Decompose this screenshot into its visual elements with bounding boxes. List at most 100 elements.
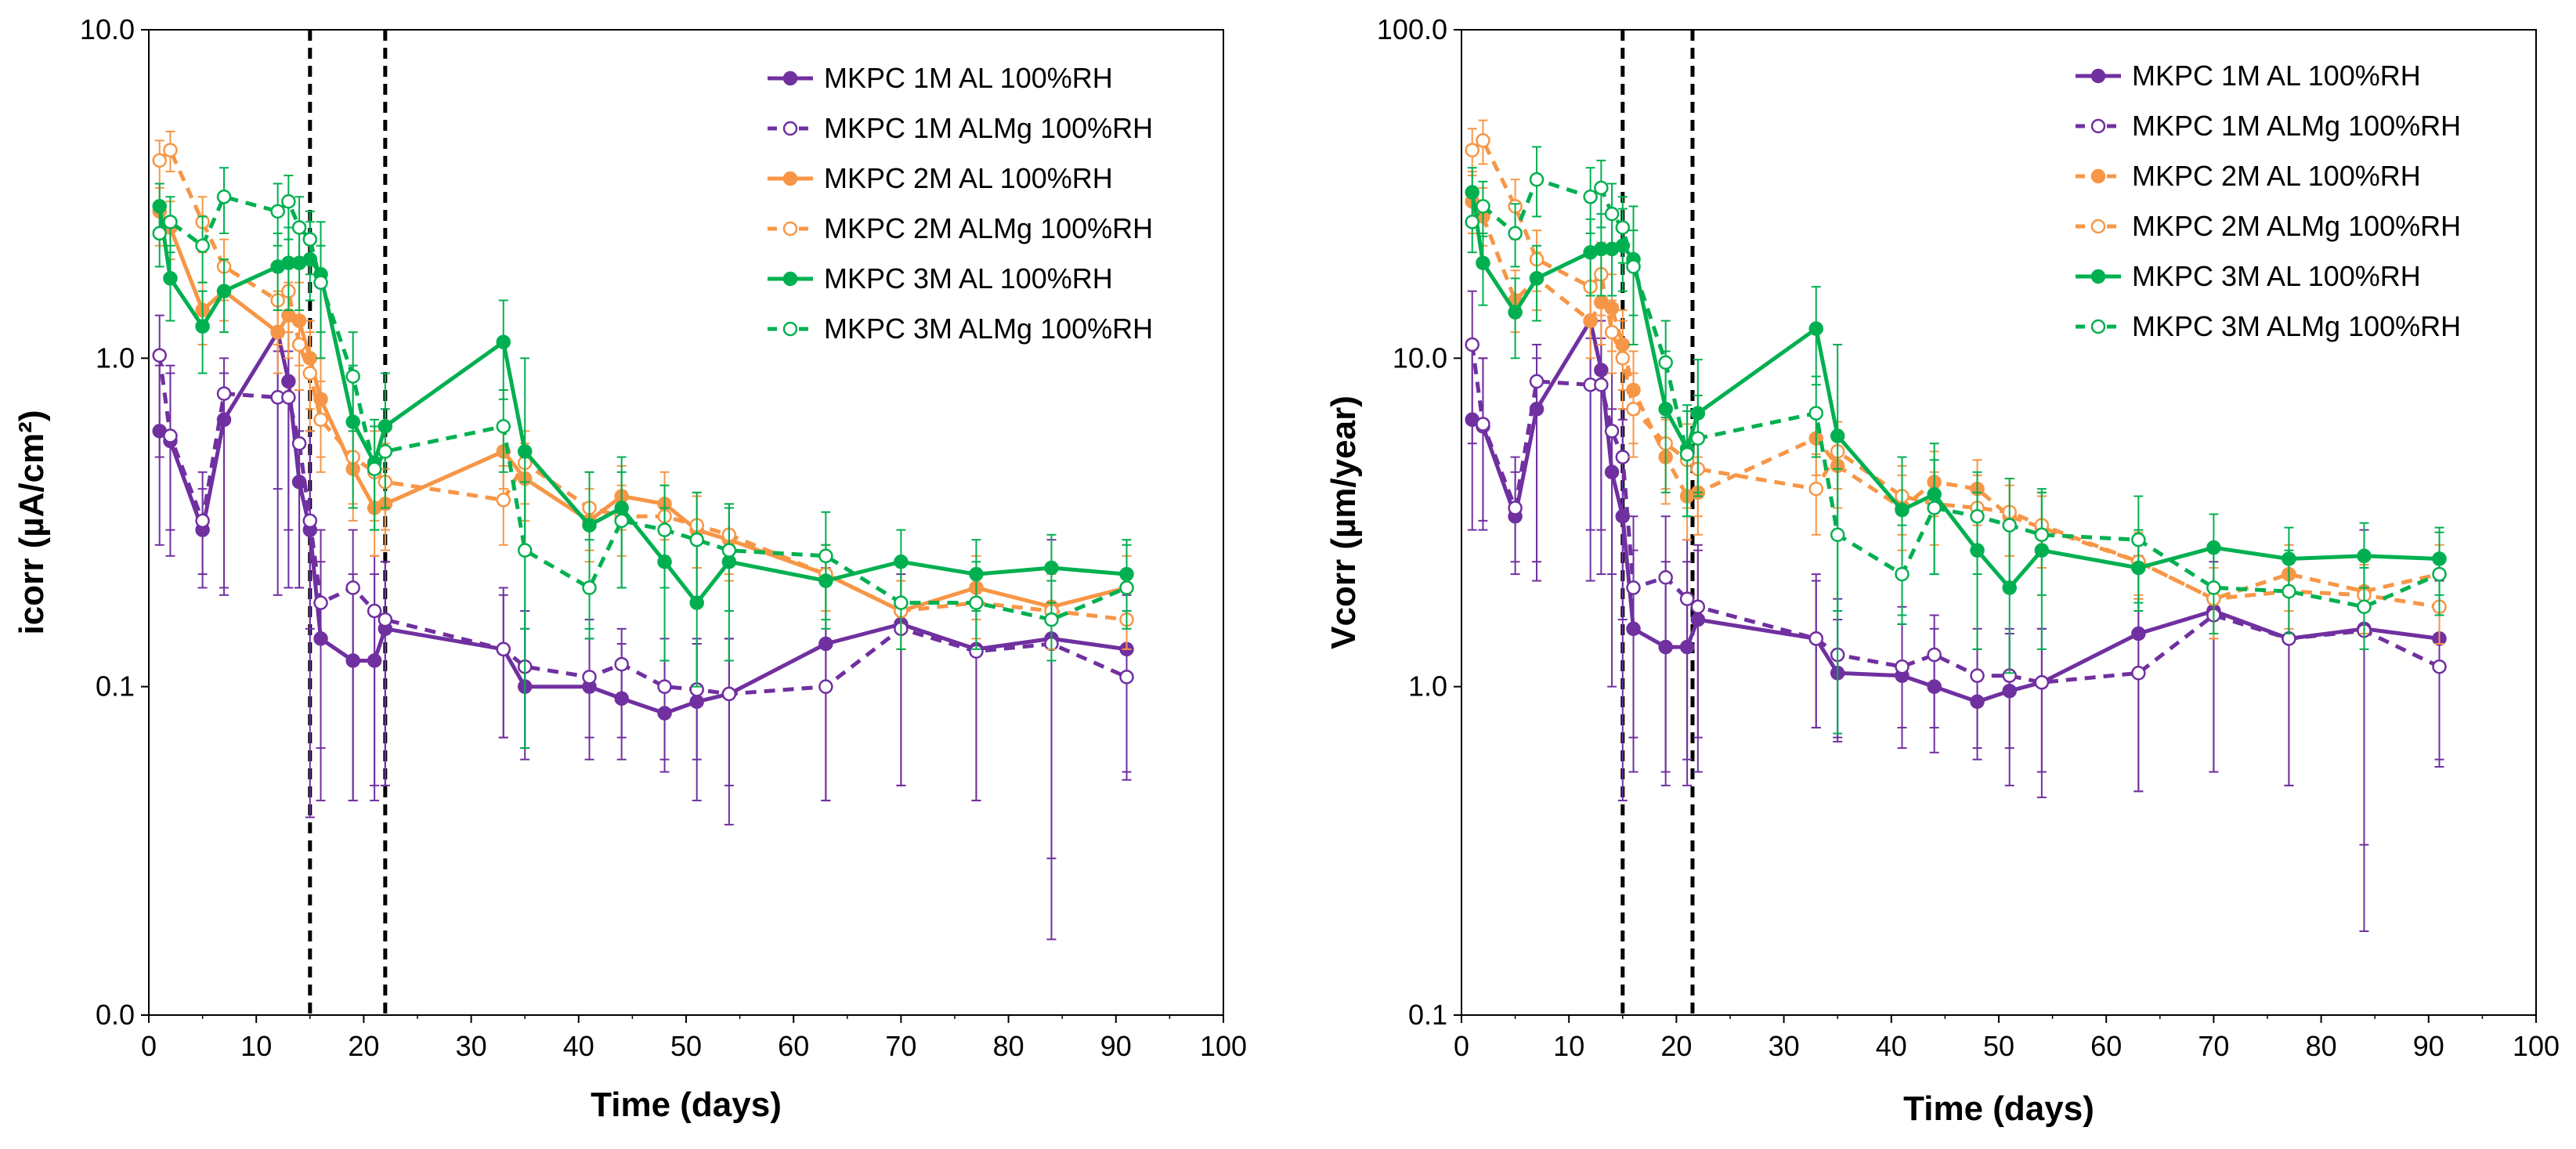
data-point xyxy=(1690,599,1706,615)
data-point xyxy=(216,284,232,298)
data-point xyxy=(163,143,178,157)
series-line xyxy=(1470,200,2441,602)
data-point xyxy=(1465,143,1479,157)
x-tick-label: 50 xyxy=(1983,1030,2014,1062)
data-point xyxy=(2357,548,2372,564)
x-tick-label: 20 xyxy=(348,1030,379,1062)
data-point xyxy=(195,319,210,334)
x-tick-label: 50 xyxy=(670,1030,702,1062)
legend-label: MKPC 2M AL 100%RH xyxy=(2132,160,2421,192)
legend-label: MKPC 2M AL 100%RH xyxy=(824,162,1113,194)
data-point xyxy=(270,204,285,219)
x-axis-title: Time (days) xyxy=(591,1086,782,1124)
data-point xyxy=(1044,560,1059,576)
data-point xyxy=(1529,271,1545,286)
data-point xyxy=(721,686,737,702)
data-point xyxy=(2432,659,2447,674)
data-point xyxy=(152,153,167,168)
x-tick-label: 30 xyxy=(1769,1030,1800,1062)
data-point xyxy=(291,337,307,352)
x-tick-label: 70 xyxy=(2198,1030,2229,1062)
data-point xyxy=(345,580,360,595)
y-tick-label: 0.0 xyxy=(96,999,135,1031)
data-point xyxy=(689,532,704,547)
data-point xyxy=(1690,431,1706,446)
y-tick-label: 0.1 xyxy=(96,670,135,703)
data-point xyxy=(313,595,328,610)
x-tick-label: 40 xyxy=(563,1030,594,1062)
data-point xyxy=(1529,374,1545,389)
data-point xyxy=(1119,670,1134,685)
y-axis-title: Vcorr (µm/year) xyxy=(1324,396,1363,649)
data-point xyxy=(1679,591,1695,606)
data-point xyxy=(1658,355,1673,370)
data-point xyxy=(2034,675,2050,690)
y-axis-title: icorr (µA/cm²) xyxy=(13,410,51,635)
data-point xyxy=(1830,428,1845,443)
legend-swatch-marker xyxy=(782,271,798,287)
x-tick-label: 90 xyxy=(1100,1030,1132,1062)
legend-swatch-marker xyxy=(2090,269,2106,284)
x-tick-label: 60 xyxy=(2090,1030,2122,1062)
data-point xyxy=(1604,324,1620,340)
series-line xyxy=(158,330,1127,716)
data-point xyxy=(302,232,318,247)
y-tick-label: 10.0 xyxy=(80,13,135,45)
data-point xyxy=(517,444,533,459)
series-line xyxy=(157,194,1128,622)
legend-swatch-marker xyxy=(782,171,798,186)
data-point xyxy=(1626,580,1641,595)
series-5 xyxy=(152,167,1134,662)
y-tick-label: 10.0 xyxy=(1393,341,1447,374)
data-point xyxy=(378,444,393,459)
series-line xyxy=(1471,319,2440,704)
data-point xyxy=(1808,321,1824,336)
data-point xyxy=(302,366,318,381)
data-point xyxy=(1508,305,1523,320)
y-tick-label: 1.0 xyxy=(96,341,135,374)
data-point xyxy=(1476,199,1490,214)
data-point xyxy=(2357,599,2372,615)
legend-swatch-marker xyxy=(2090,68,2106,84)
legend-swatch-marker xyxy=(782,121,798,136)
series-line xyxy=(1471,138,2440,609)
data-point xyxy=(2034,527,2050,543)
data-point xyxy=(195,513,210,529)
series-1 xyxy=(152,314,1134,859)
data-point xyxy=(1529,172,1545,187)
data-point xyxy=(313,412,328,428)
series-0 xyxy=(1465,290,2447,932)
x-axis-title: Time (days) xyxy=(1903,1089,2094,1128)
data-point xyxy=(1604,206,1620,222)
x-tick-label: 100 xyxy=(2513,1030,2560,1062)
y-tick-label: 1.0 xyxy=(1408,670,1447,703)
data-point xyxy=(1615,220,1631,235)
data-point xyxy=(1830,527,1845,543)
x-tick-label: 60 xyxy=(778,1030,809,1062)
legend-label: MKPC 2M ALMg 100%RH xyxy=(2132,210,2461,242)
data-point xyxy=(302,513,318,529)
legend: MKPC 1M AL 100%RH MKPC 1M ALMg 100%RH MKPC… xyxy=(2076,60,2461,342)
legend-swatch-marker xyxy=(2090,168,2106,184)
series-5 xyxy=(1465,146,2447,650)
data-point xyxy=(216,190,232,204)
data-point xyxy=(582,670,597,685)
data-point xyxy=(969,595,984,610)
data-point xyxy=(1808,481,1824,497)
data-point xyxy=(1895,566,1909,582)
data-point xyxy=(378,612,393,627)
data-point xyxy=(1615,450,1631,464)
chart-icorr: 0 10 20 30 40 50 60 70 80 90 100 0.0 0.1 1.0 10.0 Time … xyxy=(13,13,1247,1124)
data-point xyxy=(367,603,382,619)
series-line xyxy=(157,206,1127,605)
legend-swatch-marker xyxy=(782,221,798,237)
data-point xyxy=(894,595,909,610)
data-point xyxy=(1970,668,1985,683)
data-point xyxy=(1119,580,1134,595)
data-point xyxy=(496,334,511,349)
data-point xyxy=(582,518,597,533)
y-tick-label: 100.0 xyxy=(1377,13,1447,45)
legend-label: MKPC 1M ALMg 100%RH xyxy=(2132,110,2461,142)
data-point xyxy=(657,522,672,537)
data-point xyxy=(1604,424,1620,439)
